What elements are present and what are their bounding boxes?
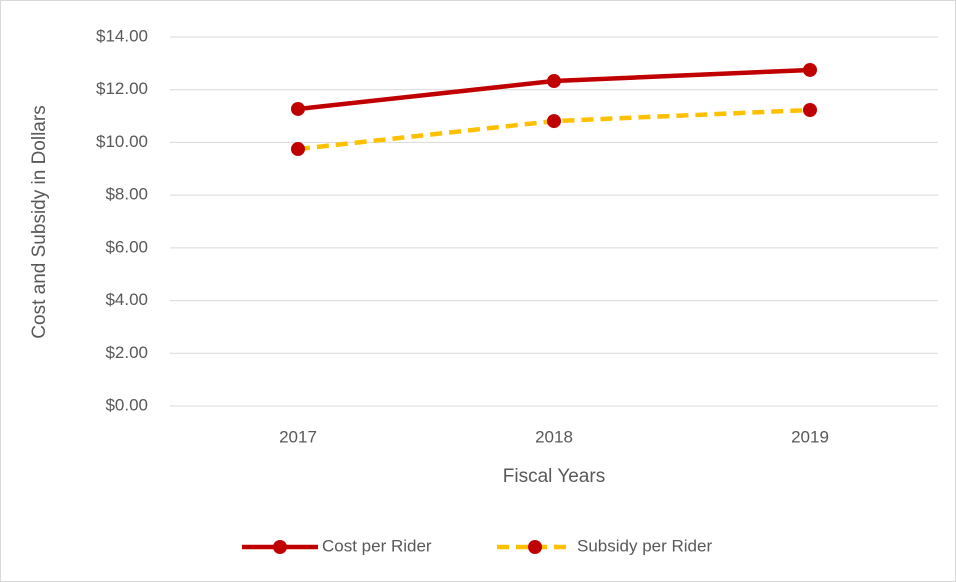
x-tick-label: 2018 — [535, 427, 573, 446]
x-tick-label: 2019 — [791, 427, 829, 446]
marker — [803, 62, 817, 77]
legend-label: Subsidy per Rider — [577, 536, 712, 555]
legend-label: Cost per Rider — [322, 536, 432, 555]
y-tick-label: $14.00 — [96, 26, 148, 45]
y-tick-label: $10.00 — [96, 132, 148, 151]
y-tick-label: $0.00 — [105, 395, 148, 414]
marker — [291, 142, 305, 157]
y-tick-label: $2.00 — [105, 343, 148, 362]
legend-marker — [528, 540, 542, 554]
y-tick-label: $12.00 — [96, 79, 148, 98]
x-tick-label: 2017 — [279, 427, 317, 446]
y-tick-label: $8.00 — [105, 185, 148, 204]
y-tick-label: $6.00 — [105, 237, 148, 256]
y-axis-title: Cost and Subsidy in Dollars — [29, 105, 50, 338]
marker — [547, 74, 561, 89]
marker — [547, 114, 561, 129]
marker — [803, 103, 817, 118]
x-axis-title: Fiscal Years — [503, 466, 605, 487]
marker — [291, 101, 305, 116]
legend-marker — [273, 540, 287, 554]
y-tick-label: $4.00 — [105, 290, 148, 309]
